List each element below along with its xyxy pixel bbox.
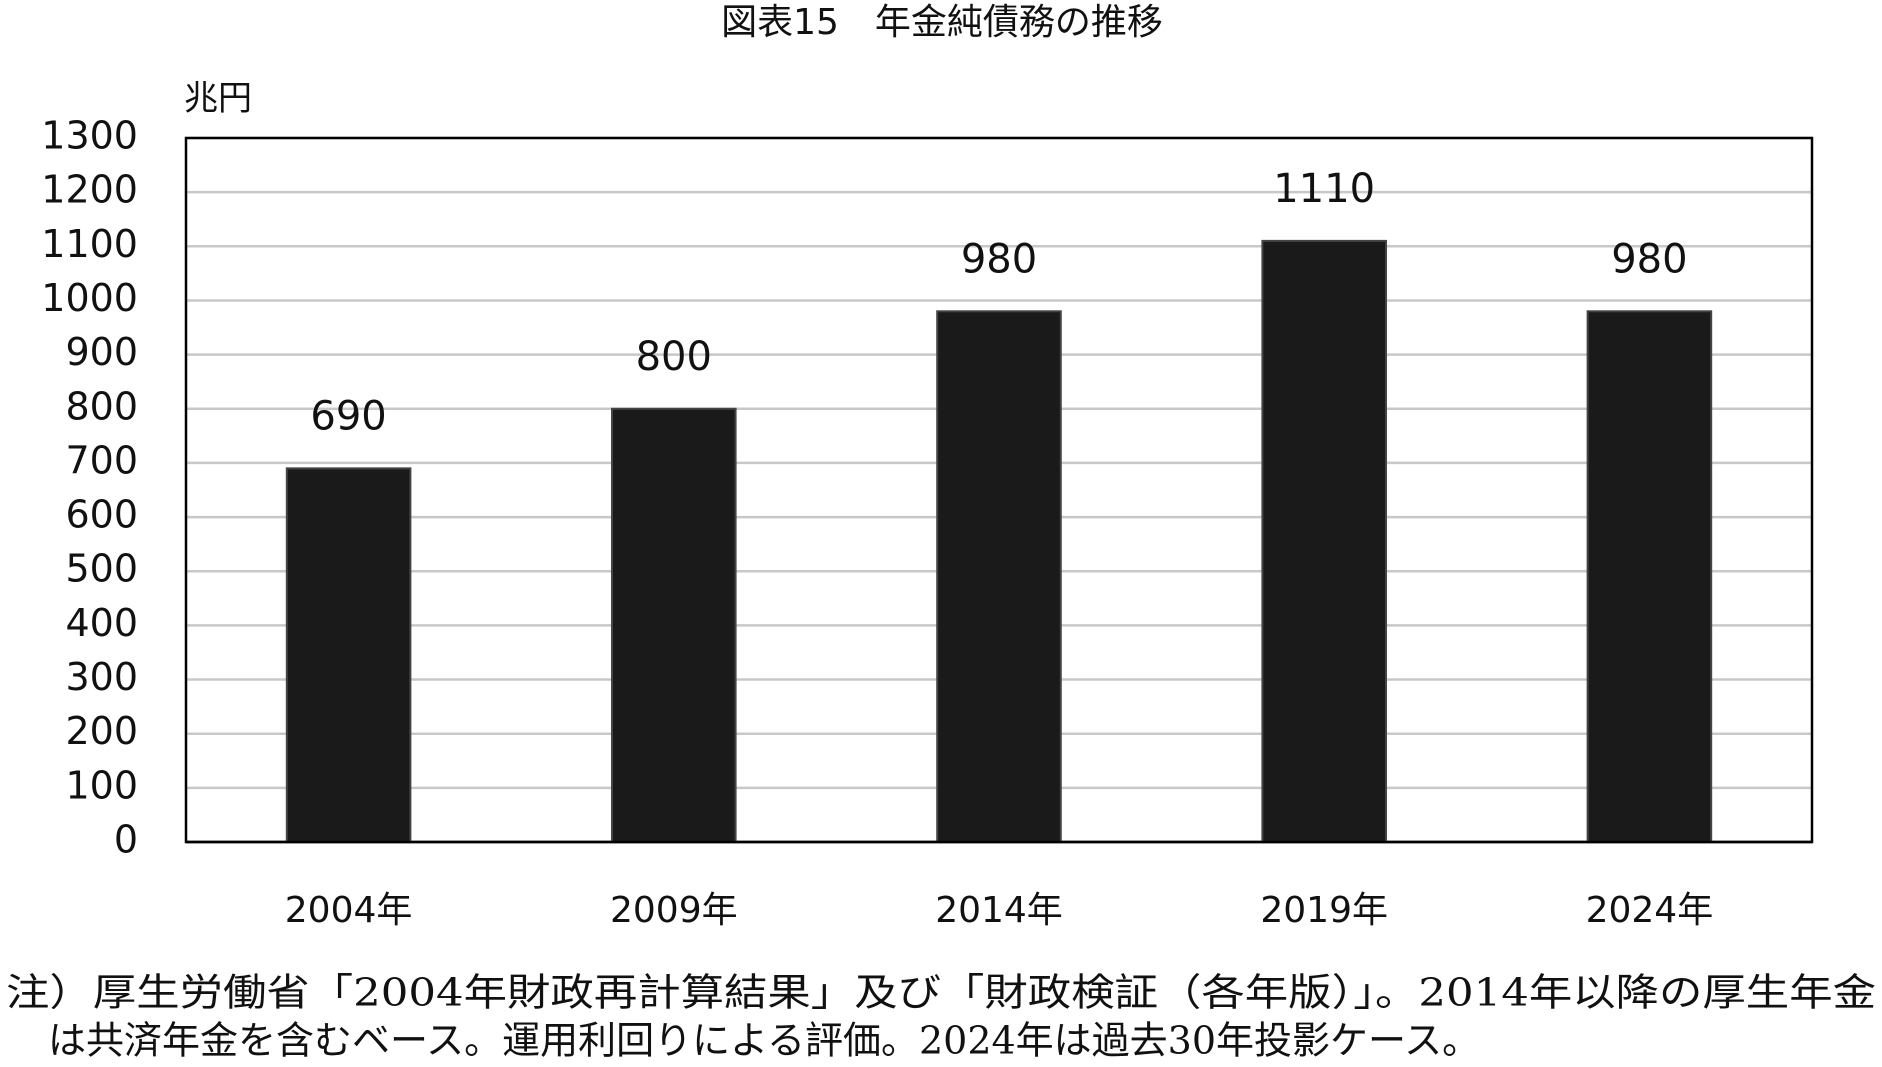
y-tick-label: 1000	[41, 276, 138, 320]
y-tick-label: 500	[65, 547, 138, 591]
y-tick-label: 900	[65, 330, 138, 374]
chart-title: 図表15 年金純債務の推移	[721, 2, 1163, 43]
value-label: 690	[310, 393, 386, 439]
bar	[1586, 310, 1713, 843]
value-label: 1110	[1273, 166, 1375, 212]
y-tick-label: 0	[114, 818, 138, 862]
bar	[936, 310, 1062, 843]
y-axis-unit: 兆円	[184, 79, 252, 119]
bar	[285, 467, 412, 843]
note: は共済年金を含むベース。運用利回りによる評価。2024年は過去30年投影ケース。	[48, 1019, 1480, 1063]
x-tick-label: 2019年	[1260, 890, 1388, 931]
y-tick-label: 800	[65, 384, 138, 428]
y-tick-label: 200	[65, 709, 138, 753]
y-tick-label: 1100	[41, 222, 138, 266]
x-tick-label: 2004年	[285, 890, 413, 931]
y-tick-label: 100	[65, 763, 138, 807]
note: 注）厚生労働省「2004年財政再計算結果」及び「財政検証（各年版）」。2014年…	[6, 971, 1876, 1015]
y-tick-label: 1200	[41, 168, 138, 212]
y-tick-label: 700	[65, 438, 138, 482]
y-tick-label: 1300	[41, 114, 138, 158]
bar	[1261, 239, 1387, 843]
x-tick-label: 2024年	[1586, 890, 1714, 931]
y-tick-label: 400	[65, 601, 138, 645]
x-tick-label: 2009年	[610, 890, 738, 931]
y-tick-label: 600	[65, 493, 138, 537]
value-label: 980	[961, 236, 1037, 282]
value-label: 800	[636, 334, 712, 380]
x-tick-label: 2014年	[935, 890, 1063, 931]
bar	[611, 407, 737, 843]
y-tick-label: 300	[65, 655, 138, 699]
value-label: 980	[1611, 236, 1687, 282]
